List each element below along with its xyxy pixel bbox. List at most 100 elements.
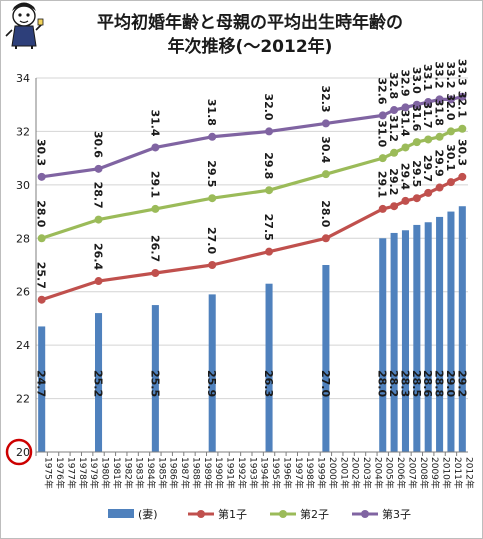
x-tick-label: 1991年 [225,457,237,489]
point-value-label: 33.2 [433,61,446,88]
point-value-label: 32.0 [262,93,275,120]
point-value-label: 31.7 [421,101,434,128]
x-tick-label: 1986年 [168,457,180,489]
x-tick-label: 2009年 [429,457,441,489]
x-tick-label: 1988年 [190,457,202,489]
bar [379,238,387,452]
point-value-label: 26.7 [148,235,161,262]
x-tick-label: 2005年 [384,457,396,489]
axes: 20 22 24 26 28 30 32 34 1975年 1976年 1977年 1978年 1979… [5,72,475,489]
x-tick-label: 1992年 [236,457,248,489]
point-value-label: 30.3 [35,139,48,166]
y-tick-label: 30 [16,179,30,192]
point-value-label: 31.6 [410,104,423,131]
series-point [94,164,103,173]
point-value-label: 27.0 [205,227,218,254]
series-point [208,132,217,141]
point-value-label: 32.9 [398,69,411,96]
point-value-label: 32.1 [455,91,468,118]
series-point [458,172,467,181]
point-value-label: 32.6 [376,77,389,104]
series-point [378,154,387,163]
bar [322,265,330,452]
point-value-label: 29.2 [387,168,400,195]
series-point [37,295,46,304]
bar [38,326,46,452]
series-point [265,127,274,136]
x-tick-label: 1996年 [281,457,293,489]
bar-series [38,206,466,452]
x-tick-label: 1994年 [259,457,271,489]
series-point [265,247,274,256]
x-tick-label: 1995年 [270,457,282,489]
series-point [151,204,160,213]
series-point [265,186,274,195]
series-point [37,172,46,181]
series-point [151,143,160,152]
point-value-label: 33.1 [421,64,434,91]
bar [436,216,444,452]
series-point [435,183,444,192]
series-point [390,202,399,211]
bar [151,305,159,452]
x-tick-label: 2002年 [350,457,362,489]
line-series [37,92,467,304]
x-tick-label: 2011年 [452,457,464,489]
x-tick-label: 1999年 [316,457,328,489]
series-point [94,277,103,286]
point-value-label: 32.0 [444,93,457,120]
x-tick-label: 1998年 [304,457,316,489]
y-tick-label: 24 [16,339,30,352]
legend-label: 第2子 [300,507,329,521]
point-value-label: 30.3 [455,139,468,166]
x-tick-label: 2010年 [441,457,453,489]
x-tick-label: 1983年 [134,457,146,489]
series-point [424,135,433,144]
point-value-label: 28.7 [92,182,105,209]
bar [95,313,103,452]
point-value-label: 31.8 [205,99,218,126]
bar-value-label: 25.5 [148,370,161,397]
series-point [94,215,103,224]
series-point [435,132,444,141]
x-tick-label: 1989年 [202,457,214,489]
point-value-label: 31.4 [148,109,161,136]
bar-value-label: 24.7 [35,370,48,397]
chart-title: 平均初婚年齢と母親の平均出生時年齢の 年次推移(〜2012年) [40,11,460,59]
legend-swatch-bar [108,509,134,518]
x-tick-label: 1997年 [293,457,305,489]
x-tick-label: 1993年 [247,457,259,489]
x-tick-label: 1984年 [145,457,157,489]
x-tick-label: 2008年 [418,457,430,489]
x-tick-label: 1976年 [54,457,66,489]
legend: (妻) 第1子 第2子 第3子 [108,507,411,521]
point-value-label: 31.0 [376,120,389,147]
bar-value-label: 28.6 [421,370,434,397]
x-tick-label: 1978年 [77,457,89,489]
legend-label: 第1子 [218,507,247,521]
series-point [446,127,455,136]
chart-title-line2: 年次推移(〜2012年) [167,37,333,57]
x-tick-label: 2001年 [338,457,350,489]
series-point [390,106,399,115]
point-value-label: 29.9 [433,150,446,177]
bar [208,294,216,452]
point-value-label: 32.3 [319,85,332,112]
series-point [378,204,387,213]
x-tick-label: 1982年 [122,457,134,489]
point-value-label: 30.1 [444,144,457,171]
x-tick-label: 2007年 [406,457,418,489]
series-point [321,170,330,179]
y-tick-label: 34 [16,72,30,85]
series-point [412,194,421,203]
x-tick-label: 1981年 [111,457,123,489]
bar [390,232,398,452]
point-value-label: 29.8 [262,152,275,179]
legend-swatch-marker [361,510,369,518]
point-value-label: 30.4 [319,136,332,163]
bar-value-label: 29.2 [455,370,468,397]
data-labels: 24.7 25.2 25.5 25.9 26.3 27.0 28.028.228.328.5… [35,59,469,398]
bar-value-label: 26.3 [262,370,275,397]
y-tick-label: 22 [16,393,30,406]
series-point [412,100,421,109]
